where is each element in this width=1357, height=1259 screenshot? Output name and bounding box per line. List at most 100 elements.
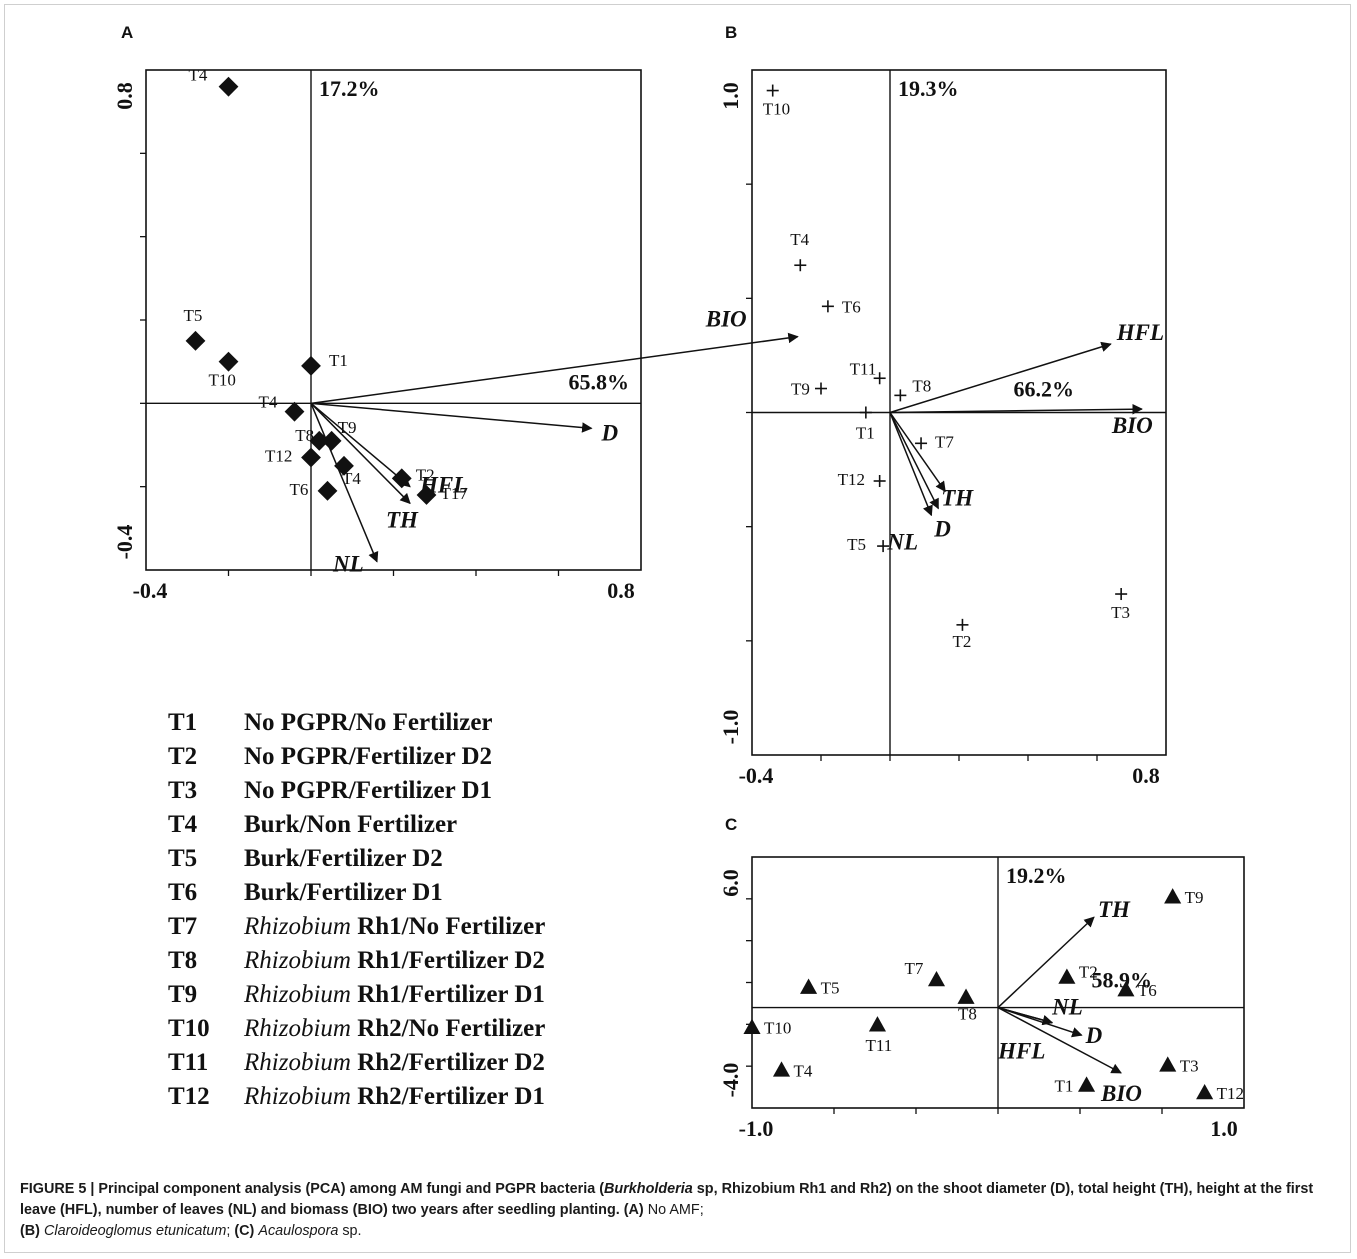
- legend-genus: Rhizobium: [244, 1015, 351, 1042]
- legend-code: T12: [168, 1083, 210, 1110]
- loading-vector-d: [889, 412, 939, 510]
- caption-part-c-suffix: sp.: [338, 1223, 362, 1239]
- vector-label-hfl: HFL: [997, 1039, 1045, 1064]
- legend-genus: Rhizobium: [244, 913, 351, 940]
- legend-description: No PGPR/No Fertilizer: [244, 709, 493, 736]
- plot-frame: [145, 69, 642, 571]
- legend-code: T9: [168, 981, 198, 1008]
- panel-a: A-0.4 0.8-0.40.8 17.2%65.8%BIODHFLTHNLT4T5…: [112, 23, 799, 603]
- legend-code: T2: [168, 743, 198, 770]
- data-point: [927, 970, 946, 987]
- y-tick-label-min: -1.0: [718, 710, 743, 745]
- data-point: [772, 1061, 791, 1077]
- legend-row: T2 No PGPR/Fertilizer D2: [168, 740, 545, 774]
- point-label: T9: [1185, 888, 1204, 907]
- point-label: T2: [416, 465, 435, 484]
- legend-description: Rh1/Fertilizer D1: [357, 981, 545, 1008]
- data-point: [957, 988, 975, 1004]
- legend-code: T6: [168, 879, 198, 906]
- caption-part-b-label: (B): [20, 1223, 40, 1239]
- point-label: T17: [441, 484, 469, 503]
- loading-vector-hfl: [310, 402, 411, 488]
- data-point: [821, 300, 834, 313]
- point-label: T12: [265, 447, 292, 466]
- point-label: T4: [342, 469, 361, 488]
- data-point: [794, 259, 807, 272]
- legend-code: T8: [168, 947, 198, 974]
- axis1-variance-label: 66.2%: [1014, 377, 1075, 402]
- y-tick-label-max: 0.8: [112, 82, 137, 110]
- point-label: T1: [1055, 1076, 1074, 1095]
- vector-label-bio: BIO: [705, 307, 747, 332]
- caption-part-a-label: (A): [623, 1202, 644, 1218]
- legend-genus: Rhizobium: [244, 1083, 351, 1110]
- vector-label-nl: NL: [332, 552, 364, 577]
- vector-label-bio: BIO: [1111, 413, 1153, 438]
- legend-genus: Rhizobium: [244, 981, 351, 1008]
- vector-label-th: TH: [386, 507, 419, 532]
- vector-label-nl: NL: [1051, 995, 1083, 1020]
- legend-code: T7: [168, 913, 198, 940]
- pca-figure: A -0.4 0.8 -0.4 0.8 17.2% 65.8% BIO D HFL TH NL T4 T5…: [112, 23, 1245, 1141]
- vector-label-hfl: HFL: [1116, 320, 1164, 345]
- y-tick-label-min: -4.0: [718, 1063, 743, 1098]
- loading-vector-bio: [997, 1006, 1122, 1074]
- vector-label-d: D: [601, 420, 619, 445]
- x-tick-label-max: 0.8: [607, 578, 635, 603]
- legend-row: T5 Burk/Fertilizer D2: [168, 842, 545, 876]
- x-tick-label-max: 0.8: [1132, 763, 1160, 788]
- loading-vector-nl: [889, 412, 933, 517]
- data-point: [317, 480, 338, 501]
- vector-label-th: TH: [941, 485, 974, 510]
- data-point: [218, 76, 239, 97]
- point-label: T4: [189, 66, 208, 85]
- point-label: T6: [290, 480, 309, 499]
- vector-label-nl: NL: [886, 529, 918, 554]
- legend-description: Rh2/Fertilizer D1: [357, 1083, 545, 1110]
- legend-description: Burk/Fertilizer D2: [244, 845, 443, 872]
- legend-row: T10 Rhizobium Rh2/No Fertilizer: [168, 1012, 545, 1046]
- x-tick-label-min: -1.0: [739, 1116, 774, 1141]
- point-label: T6: [842, 297, 861, 316]
- data-point: [894, 389, 907, 402]
- point-label: T8: [295, 426, 314, 445]
- loading-vector-th: [889, 412, 946, 493]
- point-label: T8: [912, 376, 931, 395]
- point-label: T1: [856, 424, 875, 443]
- data-point: [859, 406, 872, 419]
- point-label: T7: [935, 432, 954, 451]
- caption-part-a-text: No AMF;: [643, 1202, 704, 1218]
- legend-code: T1: [168, 709, 198, 736]
- data-point: [391, 468, 412, 489]
- loading-vector-bio: [889, 403, 1143, 415]
- data-point: [1164, 888, 1182, 904]
- point-label: T4: [790, 230, 809, 249]
- point-label: T2: [952, 632, 971, 651]
- caption-part-b-text: Claroideoglomus etunicatum: [43, 1223, 227, 1239]
- panel-b: B -0.4 0.8 -1.0 1.0 19.3% 66.2% HFL BIO TH D NL T10 T…: [718, 23, 1167, 788]
- panel-label: B: [725, 23, 737, 42]
- data-point: [1117, 981, 1135, 997]
- point-label: T11: [865, 1036, 892, 1055]
- data-point: [321, 430, 342, 451]
- data-point: [915, 437, 928, 450]
- point-label: T5: [821, 979, 840, 998]
- loading-vector-th: [310, 402, 411, 505]
- point-label: T4: [794, 1061, 813, 1080]
- legend-genus: Rhizobium: [244, 1049, 351, 1076]
- panel-label: A: [121, 23, 133, 42]
- caption-part-c-label: (C): [234, 1223, 255, 1239]
- point-label: T1: [329, 351, 348, 370]
- point-label: T7: [905, 959, 924, 978]
- legend-row: T3 No PGPR/Fertilizer D1: [168, 774, 545, 808]
- legend-description: Burk/Non Fertilizer: [244, 811, 458, 838]
- point-label: T8: [958, 1005, 977, 1024]
- y-tick-label-min: -0.4: [112, 525, 137, 560]
- axis1-variance-label: 58.9%: [1092, 968, 1153, 993]
- data-point: [815, 382, 827, 395]
- data-point: [301, 447, 321, 468]
- point-label: T12: [838, 470, 865, 489]
- point-label: T5: [184, 306, 203, 325]
- treatment-legend: T1 No PGPR/No Fertilizer T2 No PGPR/Fertili…: [168, 706, 545, 1114]
- data-point: [309, 430, 330, 451]
